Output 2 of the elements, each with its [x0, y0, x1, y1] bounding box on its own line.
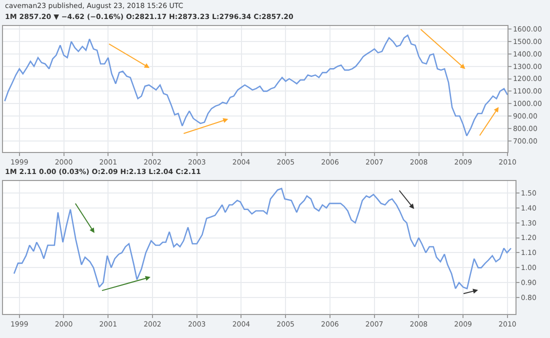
- line-series: [13, 188, 512, 290]
- line-series: [4, 34, 508, 137]
